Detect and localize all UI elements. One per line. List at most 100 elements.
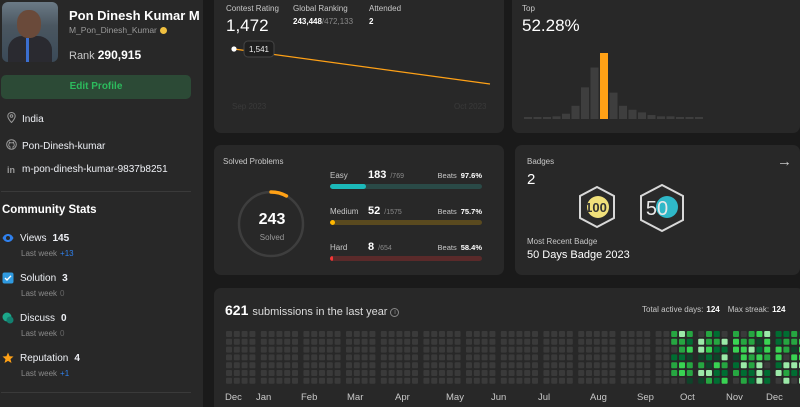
heatmap-cell[interactable] bbox=[226, 354, 232, 361]
heatmap-cell[interactable] bbox=[473, 338, 480, 345]
heatmap-cell[interactable] bbox=[361, 362, 368, 369]
heatmap-cell[interactable] bbox=[481, 346, 488, 353]
badge-50-days-icon[interactable]: 50 bbox=[637, 183, 687, 233]
heatmap-cell[interactable] bbox=[655, 362, 662, 369]
heatmap-cell[interactable] bbox=[559, 370, 565, 376]
heatmap-cell[interactable] bbox=[516, 354, 523, 361]
heatmap-cell[interactable] bbox=[241, 377, 248, 384]
heatmap-cell[interactable] bbox=[260, 346, 267, 353]
heatmap-cell[interactable] bbox=[713, 377, 720, 384]
heatmap-cell[interactable] bbox=[756, 354, 763, 361]
heatmap-cell[interactable] bbox=[706, 362, 712, 369]
heatmap-cell[interactable] bbox=[334, 346, 341, 353]
heatmap-cell[interactable] bbox=[396, 331, 403, 337]
heatmap-cell[interactable] bbox=[566, 331, 573, 337]
heatmap-cell[interactable] bbox=[566, 377, 573, 384]
heatmap-cell[interactable] bbox=[655, 354, 662, 361]
heatmap-cell[interactable] bbox=[268, 331, 275, 337]
github-link[interactable]: Pon-Dinesh-kumar bbox=[22, 140, 106, 152]
heatmap-cell[interactable] bbox=[628, 354, 635, 361]
heatmap-cell[interactable] bbox=[593, 346, 600, 353]
heatmap-cell[interactable] bbox=[334, 362, 341, 369]
heatmap-cell[interactable] bbox=[454, 370, 461, 376]
heatmap-cell[interactable] bbox=[733, 370, 739, 376]
heatmap-cell[interactable] bbox=[500, 338, 507, 345]
heatmap-cell[interactable] bbox=[508, 354, 515, 361]
heatmap-cell[interactable] bbox=[380, 370, 387, 376]
heatmap-cell[interactable] bbox=[353, 370, 360, 376]
heatmap-cell[interactable] bbox=[756, 362, 763, 369]
heatmap-cell[interactable] bbox=[551, 338, 558, 345]
heatmap-cell[interactable] bbox=[311, 377, 318, 384]
heatmap-cell[interactable] bbox=[551, 346, 558, 353]
heatmap-cell[interactable] bbox=[756, 370, 763, 376]
heatmap-cell[interactable] bbox=[706, 370, 712, 376]
heatmap-cell[interactable] bbox=[326, 377, 333, 384]
heatmap-cell[interactable] bbox=[733, 346, 739, 353]
heatmap-cell[interactable] bbox=[756, 338, 763, 345]
heatmap-cell[interactable] bbox=[644, 338, 651, 345]
heatmap-cell[interactable] bbox=[233, 354, 240, 361]
heatmap-cell[interactable] bbox=[404, 370, 411, 376]
heatmap-cell[interactable] bbox=[380, 354, 387, 361]
heatmap-cell[interactable] bbox=[559, 377, 565, 384]
heatmap-cell[interactable] bbox=[764, 354, 771, 361]
heatmap-cell[interactable] bbox=[628, 338, 635, 345]
heatmap-cell[interactable] bbox=[679, 370, 685, 376]
heatmap-cell[interactable] bbox=[620, 354, 627, 361]
heatmap-cell[interactable] bbox=[353, 362, 360, 369]
heatmap-cell[interactable] bbox=[454, 362, 461, 369]
heatmap-cell[interactable] bbox=[226, 370, 232, 376]
heatmap-cell[interactable] bbox=[303, 354, 310, 361]
heatmap-cell[interactable] bbox=[636, 362, 643, 369]
heatmap-cell[interactable] bbox=[671, 354, 678, 361]
heatmap-cell[interactable] bbox=[543, 377, 550, 384]
heatmap-cell[interactable] bbox=[748, 362, 755, 369]
heatmap-cell[interactable] bbox=[532, 362, 538, 369]
heatmap-cell[interactable] bbox=[466, 370, 472, 376]
heatmap-cell[interactable] bbox=[353, 338, 360, 345]
heatmap-cell[interactable] bbox=[566, 362, 573, 369]
difficulty-medium[interactable]: Medium 52/1575 Beats 75.7% bbox=[330, 205, 482, 225]
heatmap-cell[interactable] bbox=[500, 346, 507, 353]
heatmap-cell[interactable] bbox=[713, 354, 720, 361]
heatmap-cell[interactable] bbox=[721, 354, 728, 361]
heatmap-cell[interactable] bbox=[489, 338, 496, 345]
heatmap-cell[interactable] bbox=[593, 338, 600, 345]
heatmap-cell[interactable] bbox=[609, 377, 616, 384]
heatmap-cell[interactable] bbox=[679, 346, 685, 353]
heatmap-cell[interactable] bbox=[303, 338, 310, 345]
arrow-right-icon[interactable]: → bbox=[777, 153, 792, 170]
heatmap-cell[interactable] bbox=[311, 331, 318, 337]
heatmap-cell[interactable] bbox=[748, 331, 755, 337]
heatmap-cell[interactable] bbox=[628, 346, 635, 353]
heatmap-cell[interactable] bbox=[404, 362, 411, 369]
heatmap-cell[interactable] bbox=[260, 331, 267, 337]
heatmap-cell[interactable] bbox=[241, 354, 248, 361]
heatmap-cell[interactable] bbox=[628, 362, 635, 369]
heatmap-cell[interactable] bbox=[601, 331, 608, 337]
heatmap-cell[interactable] bbox=[481, 354, 488, 361]
heatmap-cell[interactable] bbox=[686, 362, 693, 369]
heatmap-cell[interactable] bbox=[663, 362, 670, 369]
heatmap-cell[interactable] bbox=[380, 346, 387, 353]
heatmap-cell[interactable] bbox=[713, 338, 720, 345]
heatmap-cell[interactable] bbox=[500, 370, 507, 376]
heatmap-cell[interactable] bbox=[721, 338, 728, 345]
heatmap-cell[interactable] bbox=[609, 338, 616, 345]
heatmap-cell[interactable] bbox=[249, 331, 256, 337]
heatmap-cell[interactable] bbox=[233, 346, 240, 353]
heatmap-cell[interactable] bbox=[319, 338, 325, 345]
heatmap-cell[interactable] bbox=[481, 338, 488, 345]
heatmap-cell[interactable] bbox=[566, 370, 573, 376]
heatmap-cell[interactable] bbox=[481, 370, 488, 376]
heatmap-cell[interactable] bbox=[388, 377, 395, 384]
heatmap-cell[interactable] bbox=[226, 331, 232, 337]
heatmap-cell[interactable] bbox=[412, 346, 418, 353]
heatmap-cell[interactable] bbox=[396, 354, 403, 361]
heatmap-cell[interactable] bbox=[543, 338, 550, 345]
heatmap-cell[interactable] bbox=[292, 370, 298, 376]
heatmap-cell[interactable] bbox=[740, 362, 747, 369]
heatmap-cell[interactable] bbox=[353, 377, 360, 384]
heatmap-cell[interactable] bbox=[671, 370, 678, 376]
